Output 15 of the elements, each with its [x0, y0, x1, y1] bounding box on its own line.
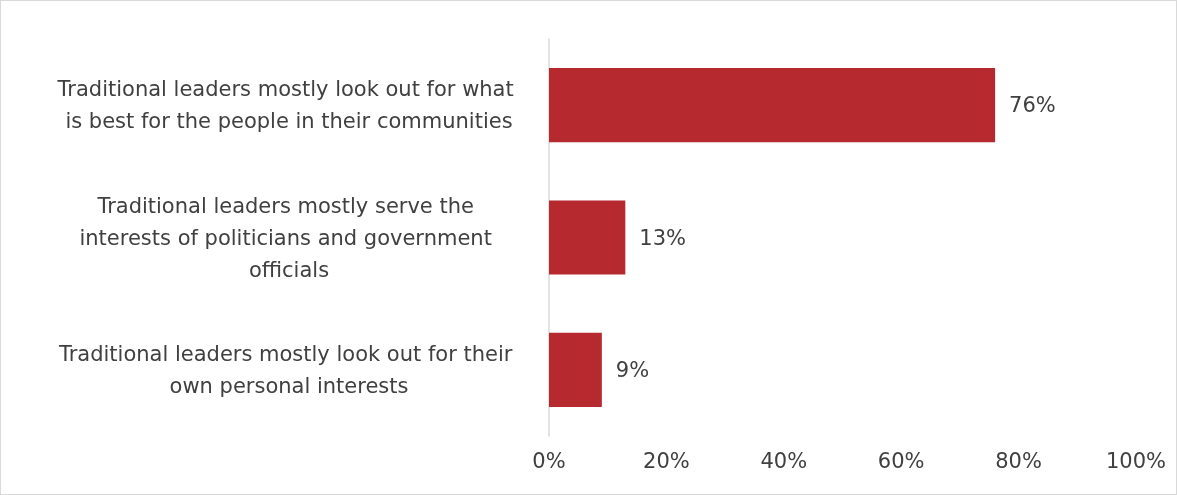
data-label: 9% [615, 357, 650, 382]
x-tick-label: 0% [532, 448, 566, 473]
y-tick-label: Traditional leaders mostly look out for their own personal interests [57, 341, 520, 398]
y-tick-label: Traditional leaders mostly serve the interests of politicians and government officials [79, 193, 499, 282]
x-tick-label: 100% [1105, 448, 1167, 473]
data-label: 76% [1009, 93, 1056, 118]
x-tick-label: 80% [995, 448, 1042, 473]
data-label: 13% [639, 225, 686, 250]
bar [549, 68, 996, 143]
y-tick-label: Traditional leaders mostly look out for what is best for the people in their communities [56, 77, 521, 134]
x-tick-label: 60% [877, 448, 925, 473]
x-tick-label: 20% [643, 448, 690, 473]
bar [549, 332, 602, 407]
bar [549, 200, 626, 275]
x-tick-label: 40% [760, 448, 808, 473]
